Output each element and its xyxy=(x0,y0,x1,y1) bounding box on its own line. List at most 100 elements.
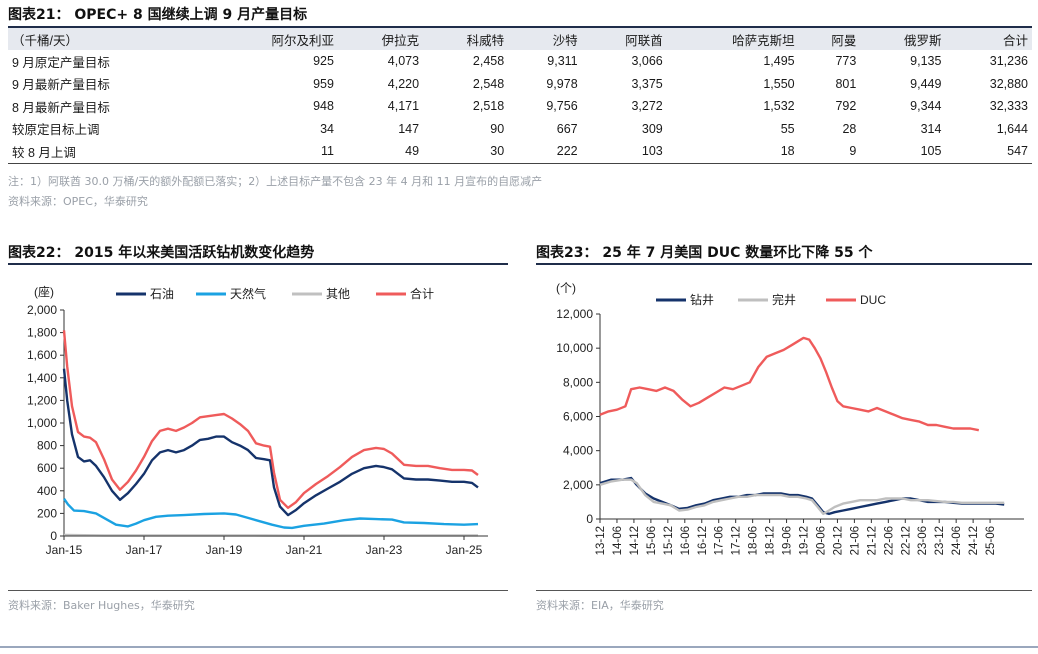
chart22-series-line xyxy=(62,330,479,509)
table-header-row: （千桶/天） 阿尔及利亚 伊拉克 科威特 沙特 阿联酋 哈萨克斯坦 阿曼 俄罗斯… xyxy=(8,28,1032,50)
chart23-y-tick-label: 8,000 xyxy=(563,375,593,389)
table-cell: 2,548 xyxy=(472,76,505,91)
chart22-legend-label: 合计 xyxy=(410,286,434,301)
table-header-cell: 阿曼 xyxy=(831,33,857,48)
chart22-x-tick-label: Jan-19 xyxy=(206,543,243,557)
table-cell: 147 xyxy=(398,121,420,136)
rig-count-chart: (座) 石油 天然气 其他 合计 0 200 400 600 800 1,000 1,200 1,400… xyxy=(27,284,488,557)
chart23-x-tick-label: 16-12 xyxy=(697,526,709,555)
chart23-series-line xyxy=(599,336,980,432)
table-cell: 4,073 xyxy=(387,54,420,69)
chart23-x-tick-label: 18-12 xyxy=(765,526,777,555)
chart23-x-tick-label: 16-06 xyxy=(680,526,692,555)
table-cell: 3,272 xyxy=(631,99,663,114)
table-cell: 55 xyxy=(780,121,795,136)
chart22-series-line xyxy=(63,498,479,530)
table-cell: 2,458 xyxy=(472,54,505,69)
chart23-series-line xyxy=(599,478,1005,516)
table-cell: 4,220 xyxy=(387,76,420,91)
table-cell: 9,311 xyxy=(547,54,578,69)
table-cell: 9 月原定产量目标 xyxy=(12,55,110,70)
chart23-x-tick-label: 21-06 xyxy=(849,526,861,555)
table-cell: 1,644 xyxy=(996,121,1028,136)
chart23-x-tick-label: 13-12 xyxy=(595,526,607,555)
chart23-title: 图表23： 25 年 7 月美国 DUC 数量环比下降 55 个 xyxy=(536,245,873,261)
chart23-x-tick-label: 17-06 xyxy=(714,526,726,555)
table-title: 图表21： OPEC+ 8 国继续上调 9 月产量目标 xyxy=(8,7,308,23)
chart23-legend-label: DUC xyxy=(860,293,886,307)
chart23-x-tick-label: 14-12 xyxy=(629,526,641,555)
table-row: 8 月最新产量目标 948 4,171 2,518 9,756 3,272 1,… xyxy=(8,95,1032,118)
chart23-x-tick-label: 14-06 xyxy=(612,526,624,555)
table-cell: 547 xyxy=(945,140,1032,164)
table-header-cell: （千桶/天） xyxy=(12,33,78,48)
table-header-cell: 科威特 xyxy=(466,33,505,48)
table-header-cell: 伊拉克 xyxy=(381,33,420,48)
chart22-unit-label: (座) xyxy=(34,284,54,299)
chart22-x-tick-label: Jan-15 xyxy=(46,543,83,557)
chart23-title-rule xyxy=(536,263,1032,265)
chart22-y-tick-label: 1,400 xyxy=(27,371,57,385)
table-row: 9 月最新产量目标 959 4,220 2,548 9,978 3,375 1,… xyxy=(8,73,1032,96)
chart23-x-tick-label: 20-12 xyxy=(832,526,844,555)
chart23-x-tick-label: 23-06 xyxy=(917,526,929,555)
table-cell: 2,518 xyxy=(472,99,505,114)
table-cell: 8 月最新产量目标 xyxy=(12,100,110,115)
table-cell: 801 xyxy=(835,76,857,91)
page-footer-rule xyxy=(0,646,1038,648)
chart22-legend-label: 其他 xyxy=(326,287,350,301)
table-cell: 9 xyxy=(798,140,861,164)
chart23-legend-label: 钻井 xyxy=(690,292,714,307)
table-cell: 49 xyxy=(337,140,424,164)
table-cell: 773 xyxy=(835,54,857,69)
table-cell: 32,880 xyxy=(989,76,1028,91)
chart23-legend-label: 完井 xyxy=(772,292,796,307)
chart23-x-tick-label: 24-12 xyxy=(968,526,980,555)
table-row: 9 月原定产量目标 925 4,073 2,458 9,311 3,066 1,… xyxy=(8,50,1032,73)
table-row: 较 8 月上调 11 49 30 222 103 18 9 105 547 xyxy=(8,140,1032,164)
table-cell: 103 xyxy=(581,140,667,164)
table-header-cell: 哈萨克斯坦 xyxy=(732,33,795,48)
chart22-y-tick-label: 1,600 xyxy=(27,348,57,362)
duc-count-chart: (个) 钻井 完井 DUC 0 2,000 4,000 6,000 8,000 10,000 12,… xyxy=(556,281,1024,555)
table-header-cell: 俄罗斯 xyxy=(903,33,942,48)
chart23-y-tick-label: 0 xyxy=(586,512,593,526)
chart22-bottom-rule xyxy=(8,590,508,591)
table-cell: 4,171 xyxy=(387,99,420,114)
table-cell: 105 xyxy=(860,140,946,164)
table-cell: 1,495 xyxy=(763,54,795,69)
chart22-y-tick-label: 0 xyxy=(50,529,57,543)
table-cell: 较原定目标上调 xyxy=(12,123,100,138)
table-top-rule xyxy=(8,26,1032,28)
chart22-title-rule xyxy=(8,263,508,265)
chart23-x-tick-label: 17-12 xyxy=(731,526,743,555)
table-cell: 309 xyxy=(641,121,663,136)
table-cell: 9,978 xyxy=(546,76,578,91)
chart23-x-tick-label: 15-06 xyxy=(646,526,658,555)
table-cell: 314 xyxy=(920,121,942,136)
table-cell: 30 xyxy=(423,140,509,164)
chart22-source: 资料来源：Baker Hughes，华泰研究 xyxy=(8,599,195,612)
chart22-x-tick-label: Jan-23 xyxy=(366,543,403,557)
chart22-y-tick-label: 1,800 xyxy=(27,326,57,340)
table-cell: 3,375 xyxy=(631,76,663,91)
chart23-x-tick-label: 19-06 xyxy=(782,526,794,555)
table-cell: 9,344 xyxy=(910,99,942,114)
table-cell: 11 xyxy=(206,140,338,164)
table-note: 注：1）阿联酋 30.0 万桶/天的额外配额已落实；2）上述目标产量不包含 23… xyxy=(8,175,543,188)
chart23-x-tick-label: 20-06 xyxy=(815,526,827,555)
chart23-x-tick-label: 18-06 xyxy=(748,526,760,555)
table-cell: 9,756 xyxy=(546,99,578,114)
table-header-cell: 阿尔及利亚 xyxy=(271,33,334,48)
chart22-series-line xyxy=(62,368,479,517)
chart23-x-tick-label: 24-06 xyxy=(951,526,963,555)
table-header-cell: 沙特 xyxy=(552,33,578,48)
chart22-y-tick-label: 400 xyxy=(37,484,57,498)
chart22-y-tick-label: 2,000 xyxy=(27,303,57,317)
table-cell: 9,449 xyxy=(910,76,942,91)
chart23-x-tick-label: 22-12 xyxy=(900,526,912,555)
chart23-series-line xyxy=(599,476,1005,516)
chart22-y-tick-label: 600 xyxy=(37,461,57,475)
table-cell: 3,066 xyxy=(631,54,663,69)
table-row: 较原定目标上调 34 147 90 667 309 55 28 314 1,64… xyxy=(8,118,1032,141)
